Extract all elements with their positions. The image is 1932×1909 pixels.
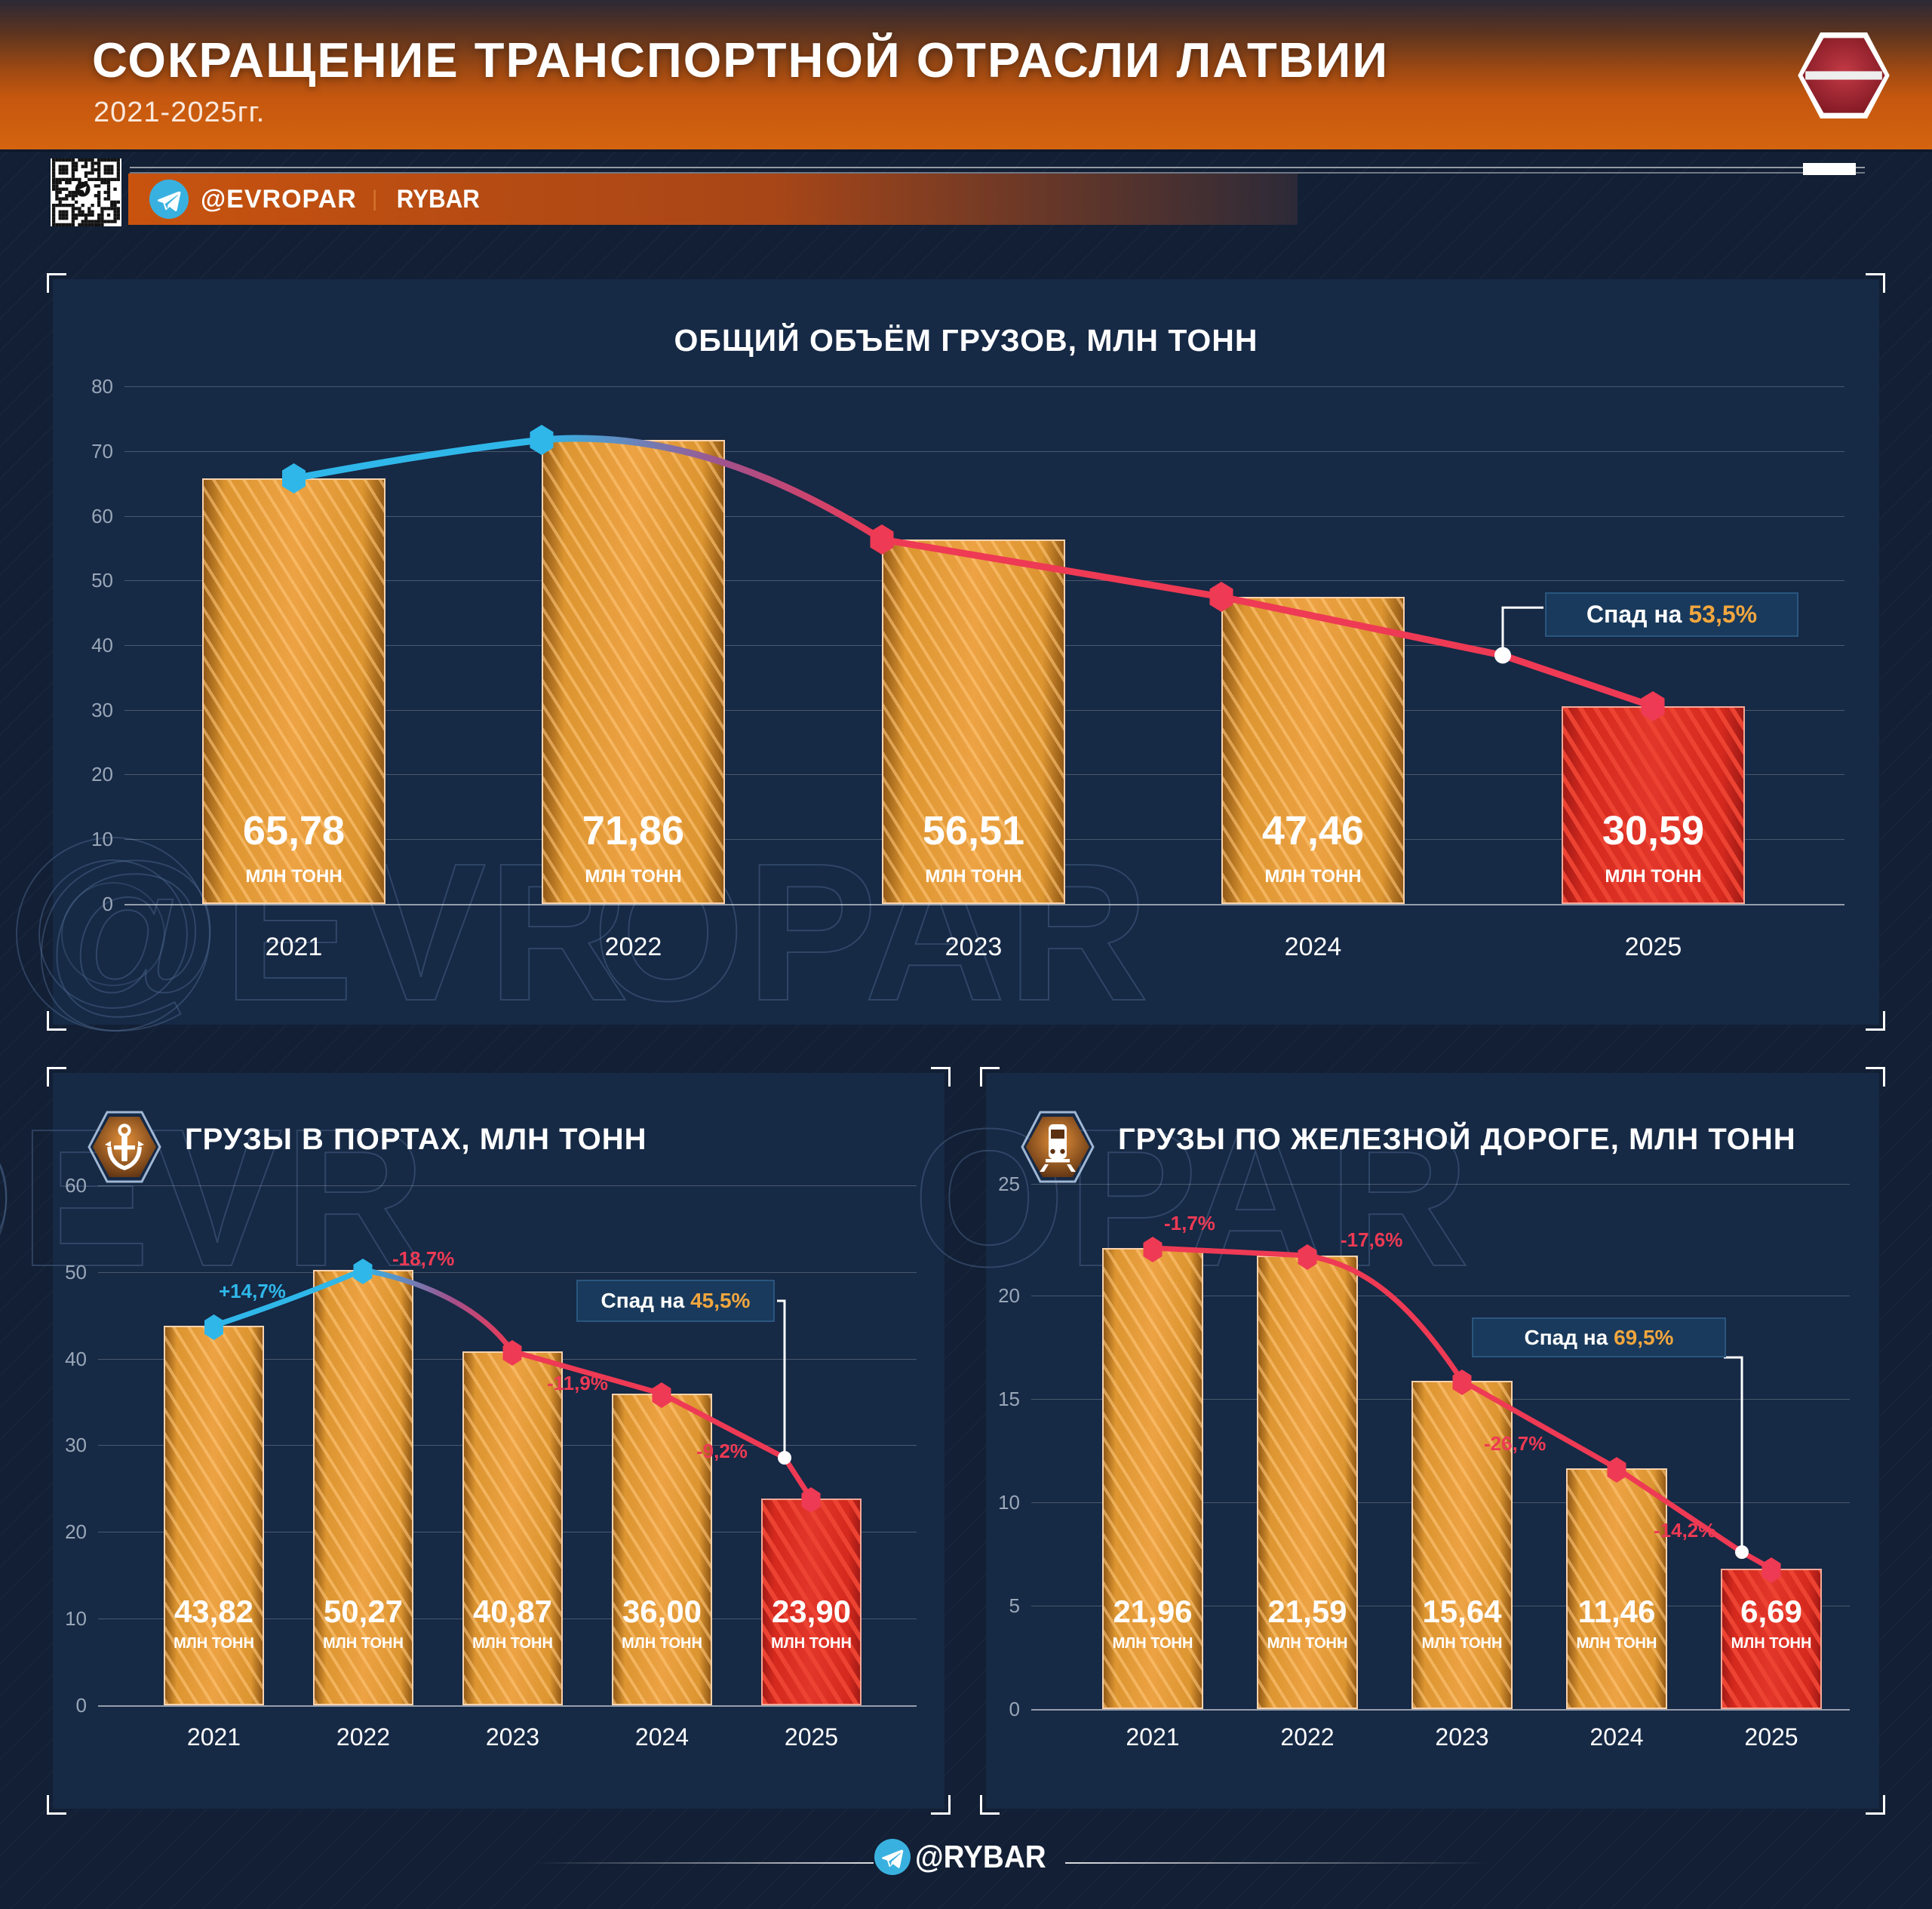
svg-text:-26,7%: -26,7%	[1484, 1432, 1546, 1455]
svg-text:-11,9%: -11,9%	[547, 1372, 608, 1394]
svg-text:-1,7%: -1,7%	[1164, 1212, 1215, 1234]
svg-text:-9,2%: -9,2%	[696, 1440, 748, 1462]
svg-text:-17,6%: -17,6%	[1341, 1228, 1402, 1251]
svg-text:-14,2%: -14,2%	[1654, 1519, 1715, 1542]
